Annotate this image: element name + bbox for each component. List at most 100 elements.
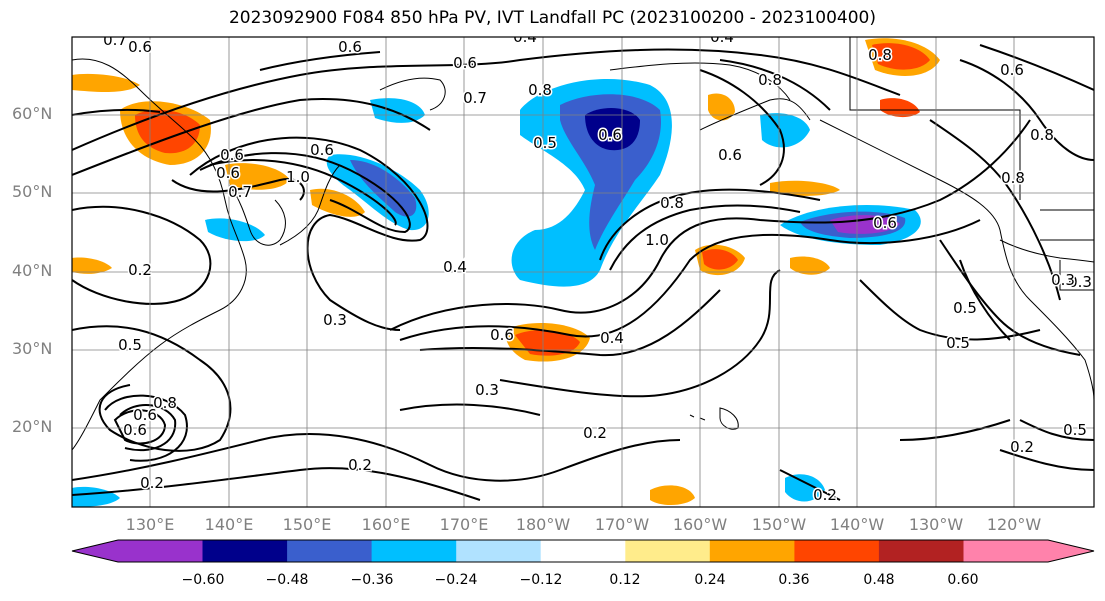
lon-label: 160°E — [361, 515, 411, 534]
colorbar-tick: 0.60 — [947, 572, 979, 588]
contour-label: 0.7 — [228, 183, 252, 201]
colorbar-tick: −0.60 — [181, 572, 225, 588]
contour-label: 0.6 — [310, 141, 334, 159]
contour-label: 0.8 — [528, 81, 552, 99]
lon-label: 180°W — [515, 515, 571, 534]
pos-anomaly-bc — [880, 98, 920, 118]
contour-label: 0.8 — [868, 46, 892, 64]
lon-label: 120°W — [986, 515, 1042, 534]
lon-label: 140°E — [204, 515, 254, 534]
contour-label: 0.5 — [118, 336, 142, 354]
lat-label: 60°N — [12, 104, 53, 123]
colorbar-outline — [71, 539, 1095, 563]
contour-label: 0.8 — [758, 71, 782, 89]
contour-label: 0.3 — [475, 381, 499, 399]
pos-anomaly-yukon-core — [872, 43, 930, 70]
colorbar-segment — [625, 540, 711, 562]
contour-label: 0.6 — [123, 421, 147, 439]
neg-anomaly-gulf-alaska-deep — [830, 215, 900, 234]
colorbar-tick: −0.48 — [265, 572, 309, 588]
pos-anomaly-sw-coast — [72, 73, 140, 93]
neg-anomaly-kamchatka-core — [350, 160, 417, 217]
colorbar-segment — [287, 540, 373, 562]
contour-label: 0.7 — [463, 89, 487, 107]
contour-label: 0.2 — [348, 456, 372, 474]
colorbar-extend-high — [1048, 540, 1094, 562]
colorbar-extend-low — [72, 540, 118, 562]
lon-label: 160°W — [672, 515, 728, 534]
contour-label: 0.3 — [1068, 273, 1092, 291]
contour-label: 0.3 — [323, 311, 347, 329]
contour-label: 0.5 — [533, 134, 557, 152]
pos-anomaly-sakhalin — [225, 163, 290, 190]
contour-label: 0.2 — [583, 424, 607, 442]
map-frame — [71, 36, 1095, 508]
lon-label: 150°W — [751, 515, 807, 534]
colorbar-segment — [709, 540, 795, 562]
contour-label: 0.2 — [128, 261, 152, 279]
colorbar-segment — [456, 540, 542, 562]
colorbar — [71, 539, 1095, 563]
contour-label: 0.6 — [216, 164, 240, 182]
pv-contours — [72, 44, 1094, 501]
pos-anomaly-east — [790, 256, 830, 275]
colorbar-tick: 0.48 — [863, 572, 895, 588]
pos-anomaly-siberia-core — [135, 109, 200, 154]
lon-label: 170°W — [594, 515, 650, 534]
contour-label: 0.5 — [1063, 421, 1087, 439]
contour-label: 0.2 — [813, 486, 837, 504]
map-title: 2023092900 F084 850 hPa PV, IVT Landfall… — [228, 8, 876, 28]
colorbar-segment — [118, 540, 203, 562]
contour-labels: 0.60.7 0.60.4 0.40.60.7 0.80.50.80.60.60.61… — [102, 28, 1094, 506]
lon-label: 170°E — [439, 515, 489, 534]
contour-label: 0.4 — [513, 28, 537, 46]
lon-label: 130°W — [908, 515, 964, 534]
shaded-anomalies — [72, 38, 940, 507]
contour-label: 0.6 — [453, 54, 477, 72]
contour-label: 0.8 — [153, 394, 177, 412]
contour-label: 0.2 — [140, 474, 164, 492]
lon-label: 140°W — [829, 515, 885, 534]
lat-label: 20°N — [12, 417, 53, 436]
contour-label: 0.6 — [338, 38, 362, 56]
colorbar-segment — [371, 540, 457, 562]
neg-anomaly-alaska-coast — [760, 113, 810, 148]
lat-lon-grid — [72, 37, 1094, 507]
colorbar-tick: −0.24 — [434, 572, 478, 588]
lat-label: 50°N — [12, 182, 53, 201]
contour-label: 0.3 — [1051, 271, 1075, 289]
contour-label: 0.5 — [946, 334, 970, 352]
lat-label: 30°N — [12, 339, 53, 358]
pos-anomaly-south-c — [650, 485, 695, 506]
neg-anomaly-sw — [72, 486, 120, 507]
contour-label: 1.0 — [645, 231, 669, 249]
neg-anomaly-japan — [205, 218, 265, 242]
lon-label: 150°E — [282, 515, 332, 534]
pos-anomaly-midpac-core — [702, 249, 738, 270]
colorbar-segment — [202, 540, 288, 562]
colorbar-tick: 0.36 — [778, 572, 810, 588]
lon-label: 130°E — [125, 515, 175, 534]
contour-label: 0.4 — [443, 258, 467, 276]
contour-label: 0.7 — [103, 31, 127, 49]
contour-label: 0.5 — [953, 299, 977, 317]
colorbar-segment — [540, 540, 626, 562]
contour-label: 0.6 — [220, 146, 244, 164]
contour-label: 0.4 — [600, 329, 624, 347]
pos-anomaly-west — [72, 257, 112, 274]
colorbar-tick: −0.12 — [519, 572, 563, 588]
colorbar-tick: 0.24 — [694, 572, 726, 588]
contour-label: 0.6 — [873, 214, 897, 232]
colorbar-segment — [794, 540, 880, 562]
contour-label: 0.6 — [718, 146, 742, 164]
contour-label: 0.6 — [1000, 61, 1024, 79]
contour-label: 0.6 — [128, 38, 152, 56]
neg-anomaly-south — [785, 474, 825, 502]
contour-label: 0.8 — [1030, 126, 1054, 144]
colorbar-segment — [963, 540, 1049, 562]
coastlines — [72, 37, 1094, 451]
contour-label: 0.8 — [660, 194, 684, 212]
contour-label: 1.0 — [286, 168, 310, 186]
colorbar-tick: 0.12 — [609, 572, 641, 588]
contour-label: 0.6 — [598, 126, 622, 144]
